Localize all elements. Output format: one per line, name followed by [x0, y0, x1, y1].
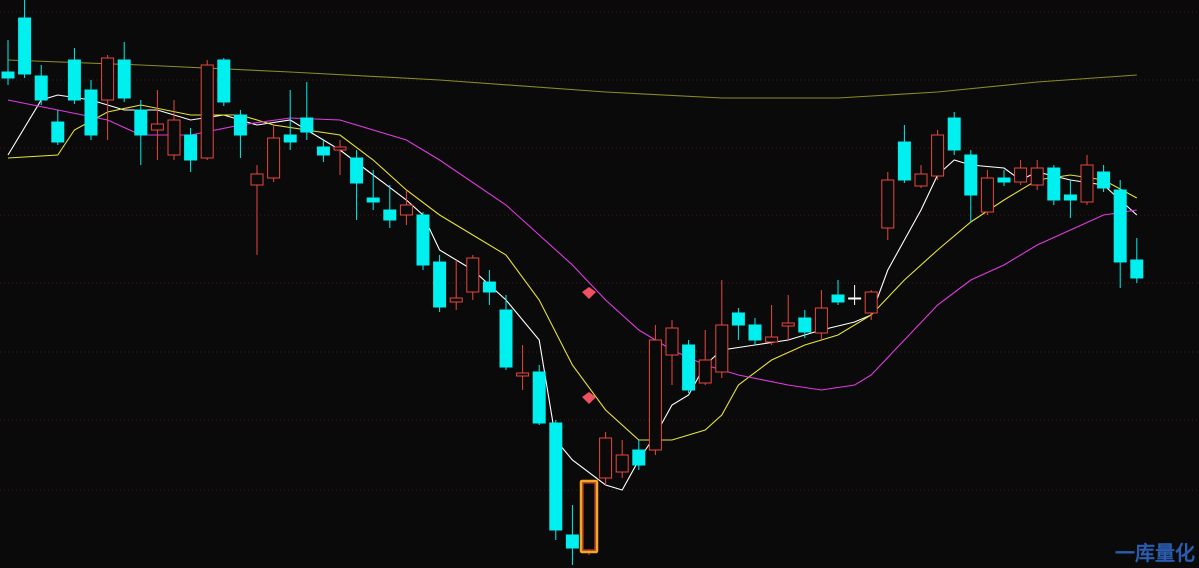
candle-body	[715, 324, 729, 373]
candle-body	[947, 117, 961, 151]
candle-body	[1, 71, 15, 79]
candle-body	[300, 117, 314, 133]
watermark: 一库量化	[1115, 541, 1195, 565]
candle-body	[67, 59, 81, 101]
candle-body	[51, 121, 65, 143]
candle-body	[864, 291, 878, 314]
candle-body	[1080, 164, 1094, 203]
candle-body	[765, 336, 779, 343]
candle-body	[599, 437, 613, 479]
ma-line	[7, 104, 1138, 441]
candle-body	[682, 344, 696, 391]
candle-body	[781, 322, 795, 327]
candle-body	[1113, 189, 1127, 263]
candle-body	[1130, 259, 1144, 279]
candle-body	[1014, 167, 1028, 183]
candle-body	[399, 204, 413, 216]
candle-body	[516, 372, 530, 377]
candle-body	[582, 482, 596, 551]
candle-body	[433, 261, 447, 308]
candle-body	[233, 114, 247, 136]
candle-body	[698, 359, 712, 384]
candle-body	[1047, 167, 1061, 201]
candle-body	[532, 371, 546, 424]
signal-icons	[582, 287, 596, 404]
candle-body	[632, 449, 646, 466]
candle-body	[267, 137, 281, 179]
candle-body	[466, 257, 480, 293]
candle-body	[1063, 194, 1077, 201]
candle-body	[366, 197, 380, 203]
marks	[1, 0, 1144, 565]
candle-body	[881, 179, 895, 229]
candle-body	[931, 134, 945, 177]
candle-body	[449, 297, 463, 303]
candle-body	[134, 109, 148, 136]
candle-body	[1030, 167, 1044, 186]
candle-body	[250, 173, 264, 186]
candle-body	[665, 327, 679, 356]
candle-body	[831, 294, 845, 303]
candle-body	[748, 324, 762, 341]
candle-body	[648, 339, 662, 451]
candle-body	[731, 312, 745, 326]
candle-body	[914, 173, 928, 187]
candle-body	[333, 146, 347, 151]
candle-body	[18, 17, 32, 75]
candle-body	[980, 177, 994, 213]
candle-body	[897, 141, 911, 181]
candle-body	[350, 157, 364, 184]
candle-body	[217, 59, 231, 103]
candle-body	[101, 57, 115, 101]
candle-body	[615, 454, 629, 473]
candle-body	[117, 59, 131, 99]
candle-body	[848, 297, 862, 300]
candle-body	[549, 422, 563, 531]
candle-body	[167, 119, 181, 156]
candle-body	[814, 307, 828, 334]
candle-body	[184, 134, 198, 161]
candle-body	[84, 89, 98, 136]
candle-body	[565, 534, 579, 549]
candle-body	[416, 214, 430, 266]
candle-body	[482, 281, 496, 293]
ma-line	[7, 59, 1137, 99]
candle-body	[383, 209, 397, 221]
candle-body	[34, 75, 48, 101]
candle-body	[499, 309, 513, 368]
candle-body	[150, 123, 164, 131]
highlight-box	[579, 479, 599, 554]
candle-body	[798, 317, 812, 333]
candle-body	[1097, 171, 1111, 189]
candle-body	[964, 154, 978, 196]
candle-body	[200, 64, 214, 159]
candle-body	[316, 146, 330, 156]
candle-body	[997, 177, 1011, 183]
candle-body	[283, 134, 297, 143]
